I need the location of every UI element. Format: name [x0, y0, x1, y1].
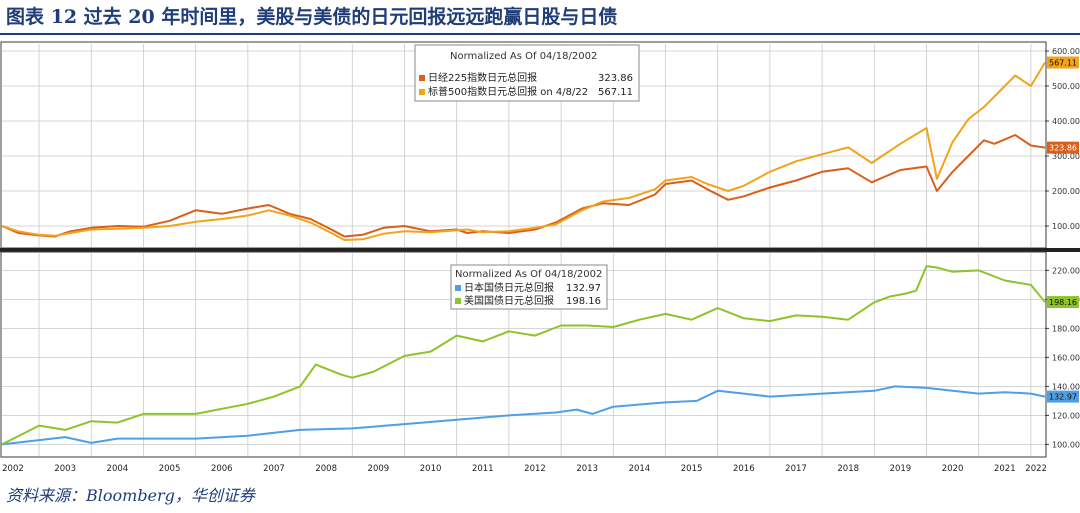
- bottom-ytick-label: 100.00: [1052, 440, 1080, 449]
- jgb-last-value-box: [1047, 390, 1079, 403]
- ust-last-value-label: 198.16: [1049, 298, 1077, 307]
- jgb-last-value-label: 132.97: [1049, 393, 1077, 402]
- sp500-legend-value: 567.11: [598, 87, 633, 98]
- bottom-ytick-label: 180.00: [1052, 324, 1080, 333]
- x-tick-label: 2004: [107, 464, 129, 474]
- x-tick-label: 2007: [263, 464, 285, 474]
- panel-divider: [0, 248, 1080, 252]
- nikkei-last-value-label: 323.86: [1049, 144, 1077, 153]
- title-underline: [0, 33, 1080, 35]
- x-tick-label: 2016: [733, 464, 755, 474]
- x-tick-label: 2002: [2, 464, 24, 474]
- x-tick-label: 2020: [942, 464, 964, 474]
- nikkei-legend-value: 323.86: [598, 73, 633, 84]
- sp500-last-value-box: [1047, 56, 1079, 69]
- bottom-ytick-label: 220.00: [1052, 266, 1080, 275]
- x-tick-label: 2014: [629, 464, 651, 474]
- x-tick-label: 2008: [315, 464, 337, 474]
- x-tick-label: 2019: [890, 464, 912, 474]
- nikkei-legend-label: 日经225指数日元总回报: [428, 71, 537, 84]
- ust-last-value-box: [1047, 296, 1079, 309]
- sp500-last-value-label: 567.11: [1049, 59, 1077, 68]
- top-legend: Normalized As Of 04/18/2002 日经225指数日元总回报…: [414, 44, 640, 102]
- jgb-series-line: [1, 385, 1046, 446]
- ust-legend-label: 美国国债日元总回报: [464, 294, 554, 307]
- x-tick-label: 2011: [472, 464, 494, 474]
- top-ytick-label: 500.00: [1052, 82, 1080, 91]
- x-tick-label: 2022: [1025, 464, 1047, 474]
- sp500-legend-swatch: [419, 89, 425, 95]
- sp500-series-line: [1, 61, 1046, 241]
- jgb-legend-label: 日本国债日元总回报: [464, 281, 554, 294]
- bottom-panel: 100.00120.00140.00160.00180.00200.00220.…: [0, 251, 1080, 458]
- bottom-ytick-label: 140.00: [1052, 382, 1080, 391]
- ust-series-line: [1, 265, 1046, 446]
- top-panel: 100.00 200.00 300.00 400.00 500.00 600.00 323.…: [0, 41, 1080, 249]
- top-legend-title: Normalized As Of 04/18/2002: [450, 51, 597, 62]
- sp500-legend-label: 标普500指数日元总回报 on 4/8/22: [428, 85, 588, 98]
- ust-legend-value: 198.16: [566, 296, 601, 307]
- top-ytick-label: 400.00: [1052, 117, 1080, 126]
- nikkei-series-line: [1, 134, 1046, 238]
- jgb-legend-swatch: [455, 285, 461, 291]
- bottom-ytick-label: 160.00: [1052, 353, 1080, 362]
- x-tick-label: 2015: [681, 464, 703, 474]
- x-tick-label: 2003: [54, 464, 76, 474]
- source-note: 资料来源：Bloomberg，华创证券: [6, 486, 255, 505]
- x-tick-label: 2021: [994, 464, 1016, 474]
- top-ytick-label: 200.00: [1052, 187, 1080, 196]
- bottom-legend-title: Normalized As Of 04/18/2002: [455, 269, 602, 280]
- nikkei-legend-swatch: [419, 75, 425, 81]
- x-tick-label: 2010: [420, 464, 442, 474]
- top-ytick-label: 600.00: [1052, 47, 1080, 56]
- x-tick-label: 2013: [576, 464, 598, 474]
- x-tick-label: 2017: [785, 464, 807, 474]
- chart-area: 100.00 200.00 300.00 400.00 500.00 600.00 323.…: [0, 36, 1080, 482]
- bottom-ytick-label: 120.00: [1052, 411, 1080, 420]
- x-tick-label: 2009: [368, 464, 390, 474]
- x-tick-label: 2018: [837, 464, 859, 474]
- top-ytick-label: 300.00: [1052, 152, 1080, 161]
- bottom-legend: Normalized As Of 04/18/2002 日本国债日元总回报 13…: [450, 264, 608, 310]
- x-tick-label: 2005: [159, 464, 181, 474]
- figure-title: 图表 12 过去 20 年时间里，美股与美债的日元回报远远跑赢日股与日债: [6, 6, 618, 28]
- x-tick-label: 2012: [524, 464, 546, 474]
- x-axis: 2002 2003 2004 2005 2006 2007 2008 2009 2010 2011…: [2, 464, 1047, 474]
- top-ytick-label: 100.00: [1052, 222, 1080, 231]
- x-tick-label: 2006: [211, 464, 233, 474]
- jgb-legend-value: 132.97: [566, 283, 601, 294]
- ust-legend-swatch: [455, 298, 461, 304]
- nikkei-last-value-box: [1047, 141, 1079, 154]
